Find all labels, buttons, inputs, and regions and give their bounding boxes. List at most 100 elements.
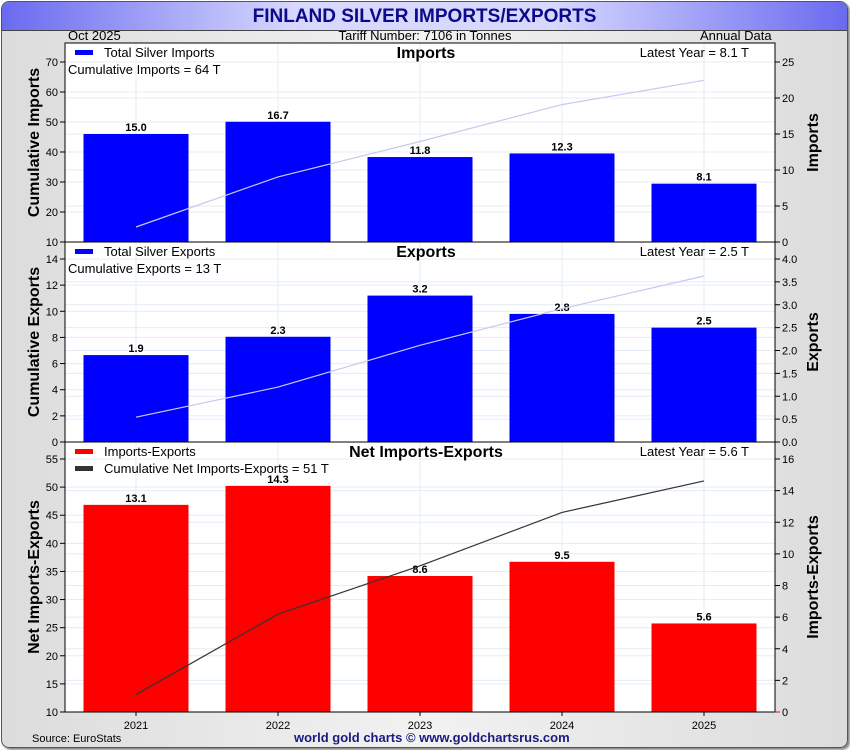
- left-tick-label: 20: [46, 651, 58, 663]
- bar-value-label: 2.8: [554, 302, 569, 314]
- bar-2025: [651, 183, 757, 242]
- right-tick-label: 10: [782, 165, 794, 177]
- left-tick-label: 70: [46, 57, 58, 69]
- right-tick-label: 2.0: [782, 346, 797, 358]
- title-bar: FINLAND SILVER IMPORTS/EXPORTS: [2, 2, 847, 31]
- right-tick-label: 1.0: [782, 391, 797, 403]
- right-tick-label: 12: [782, 517, 794, 529]
- right-tick-label: 6: [782, 612, 788, 624]
- bar-2021: [83, 355, 189, 442]
- bar-value-label: 15.0: [125, 122, 146, 134]
- right-tick-label: 2.5: [782, 323, 797, 335]
- bar-2024: [509, 313, 615, 442]
- left-tick-label: 30: [46, 595, 58, 607]
- right-tick-label: 4: [782, 644, 788, 656]
- legend-swatch-bars: [75, 249, 93, 254]
- panel-title: Net Imports-Exports: [349, 444, 503, 461]
- left-tick-label: 50: [46, 117, 58, 129]
- x-tick-label: 2025: [692, 720, 716, 732]
- left-tick-label: 35: [46, 566, 58, 578]
- bar-2025: [651, 623, 757, 712]
- legend-swatch-line: [75, 466, 93, 471]
- bar-2023: [367, 295, 473, 442]
- right-axis-title: Imports-Exports: [805, 515, 822, 639]
- bar-value-label: 2.5: [696, 316, 711, 328]
- x-tick-label: 2023: [408, 720, 432, 732]
- left-axis-title: Cumulative Exports: [26, 267, 43, 417]
- bar-value-label: 3.2: [412, 284, 427, 296]
- data-frequency: Annual Data: [700, 28, 772, 43]
- bar-value-label: 8.1: [696, 172, 711, 184]
- right-tick-label: 4.0: [782, 254, 797, 266]
- legend-label-bars: Imports-Exports: [104, 444, 196, 459]
- right-tick-label: 0: [782, 707, 788, 719]
- panel-title: Imports: [397, 45, 456, 62]
- bar-value-label: 14.3: [267, 474, 288, 486]
- chart-title: FINLAND SILVER IMPORTS/EXPORTS: [252, 6, 597, 27]
- right-tick-label: 8: [782, 581, 788, 593]
- right-tick-label: 2: [782, 675, 788, 687]
- right-tick-label: 16: [782, 454, 794, 466]
- bar-2025: [651, 327, 757, 442]
- left-tick-label: 30: [46, 177, 58, 189]
- right-tick-label: 0: [782, 237, 788, 249]
- bar-value-label: 16.7: [267, 110, 288, 122]
- left-tick-label: 2: [52, 411, 58, 423]
- latest-year-value: Latest Year = 2.5 T: [640, 244, 749, 259]
- left-tick-label: 25: [46, 623, 58, 635]
- right-tick-label: 1.5: [782, 368, 797, 380]
- cumulative-total: Cumulative Imports = 64 T: [68, 62, 221, 77]
- right-axis-title: Exports: [805, 312, 822, 372]
- report-date: Oct 2025: [68, 28, 121, 43]
- legend-label-line: Cumulative Net Imports-Exports = 51 T: [104, 461, 329, 476]
- tariff-number: Tariff Number: 7106 in Tonnes: [338, 28, 512, 43]
- left-tick-label: 6: [52, 359, 58, 371]
- legend-label-bars: Total Silver Imports: [104, 45, 215, 60]
- left-tick-label: 8: [52, 332, 58, 344]
- cumulative-total: Cumulative Exports = 13 T: [68, 261, 221, 276]
- left-tick-label: 10: [46, 237, 58, 249]
- left-tick-label: 40: [46, 147, 58, 159]
- bar-2024: [509, 561, 615, 712]
- bar-value-label: 5.6: [696, 611, 711, 623]
- left-tick-label: 55: [46, 454, 58, 466]
- right-tick-label: 14: [782, 486, 794, 498]
- left-tick-label: 4: [52, 385, 58, 397]
- left-axis-title: Net Imports-Exports: [26, 500, 43, 654]
- right-tick-label: 5: [782, 201, 788, 213]
- legend-swatch-bars: [75, 449, 93, 454]
- brand-footer: world gold charts © www.goldchartsrus.co…: [294, 730, 570, 745]
- latest-year-value: Latest Year = 8.1 T: [640, 45, 749, 60]
- right-tick-label: 0.5: [782, 414, 797, 426]
- bar-value-label: 2.3: [270, 325, 285, 337]
- left-axis-title: Cumulative Imports: [26, 68, 43, 217]
- legend-label-bars: Total Silver Exports: [104, 244, 216, 259]
- panel-title: Exports: [396, 244, 456, 261]
- legend-swatch-bars: [75, 50, 93, 55]
- bar-2022: [225, 121, 331, 242]
- bar-value-label: 9.5: [554, 550, 569, 562]
- bar-2022: [225, 485, 331, 712]
- left-tick-label: 15: [46, 679, 58, 691]
- right-tick-label: 3.0: [782, 300, 797, 312]
- left-tick-label: 20: [46, 207, 58, 219]
- right-tick-label: 15: [782, 129, 794, 141]
- left-tick-label: 50: [46, 482, 58, 494]
- bar-value-label: 12.3: [551, 141, 572, 153]
- x-tick-label: 2022: [266, 720, 290, 732]
- x-tick-label: 2024: [550, 720, 574, 732]
- bar-value-label: 13.1: [125, 493, 146, 505]
- right-tick-label: 25: [782, 57, 794, 69]
- left-tick-label: 10: [46, 306, 58, 318]
- left-tick-label: 0: [52, 437, 58, 449]
- right-axis-title: Imports: [805, 113, 822, 172]
- right-tick-label: 10: [782, 549, 794, 561]
- right-tick-label: 0.0: [782, 437, 797, 449]
- latest-year-value: Latest Year = 5.6 T: [640, 444, 749, 459]
- bar-2023: [367, 157, 473, 242]
- left-tick-label: 45: [46, 510, 58, 522]
- bar-value-label: 11.8: [410, 145, 431, 157]
- right-tick-label: 3.5: [782, 277, 797, 289]
- bar-2024: [509, 153, 615, 242]
